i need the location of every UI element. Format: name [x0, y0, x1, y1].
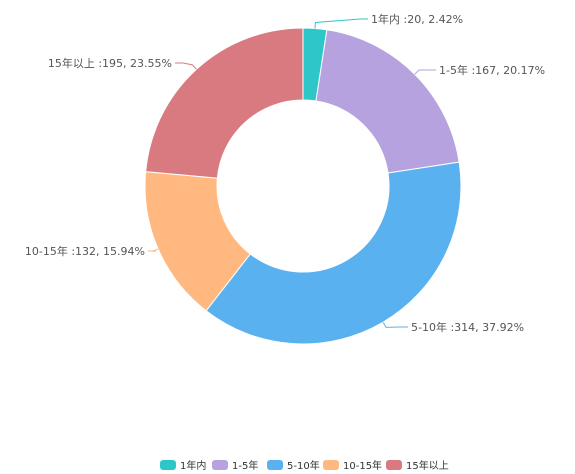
- legend-item-15年以上[interactable]: 15年以上: [386, 459, 449, 472]
- label-line-15年以上: [175, 62, 197, 70]
- slice-1-5年[interactable]: [315, 29, 460, 174]
- legend-swatch: [267, 460, 283, 470]
- legend-item-1年内[interactable]: 1年内: [160, 459, 206, 472]
- slices-group: [144, 27, 462, 345]
- legend-swatch: [160, 460, 176, 470]
- legend-label: 10-15年: [343, 459, 382, 472]
- legend-swatch: [323, 460, 339, 470]
- legend-item-1-5年[interactable]: 1-5年: [212, 459, 258, 472]
- slice-label-10-15年: 10-15年 :132, 15.94%: [25, 244, 145, 258]
- slice-label-1年内: 1年内 :20, 2.42%: [371, 12, 463, 26]
- slice-label-1-5年: 1-5年 :167, 20.17%: [439, 63, 545, 77]
- label-line-1-5年: [414, 69, 436, 75]
- slice-5-10年[interactable]: [205, 161, 462, 345]
- legend-swatch: [386, 460, 402, 470]
- label-line-1年内: [314, 18, 368, 29]
- legend-label: 5-10年: [287, 459, 320, 472]
- legend-label: 15年以上: [406, 459, 449, 472]
- legend-item-10-15年[interactable]: 10-15年: [323, 459, 382, 472]
- slice-label-15年以上: 15年以上 :195, 23.55%: [48, 56, 172, 70]
- legend-swatch: [212, 460, 228, 470]
- label-line-5-10年: [382, 321, 408, 328]
- legend-label: 1年内: [180, 459, 206, 472]
- label-line-10-15年: [148, 248, 159, 252]
- slice-label-5-10年: 5-10年 :314, 37.92%: [411, 320, 524, 334]
- labels-group: 1年内 :20, 2.42% 1-5年 :167, 20.17% 5-10年 :31…: [25, 12, 545, 334]
- slice-15年以上[interactable]: [145, 27, 304, 179]
- legend-label: 1-5年: [232, 459, 258, 472]
- legend[interactable]: 1年内 1-5年 5-10年 10-15年 15年以上: [160, 459, 449, 472]
- legend-item-5-10年[interactable]: 5-10年: [267, 459, 320, 472]
